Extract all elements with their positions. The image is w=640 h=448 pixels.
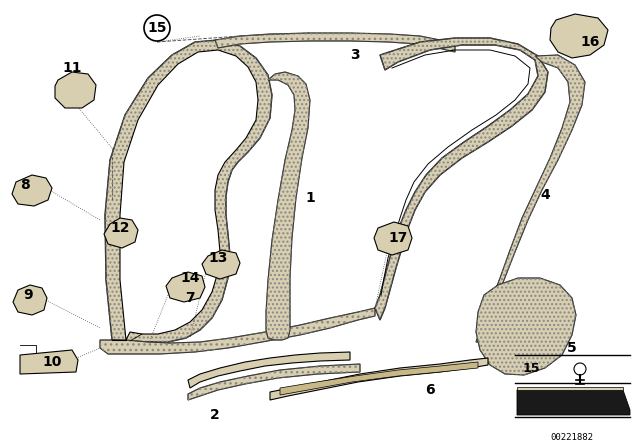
Text: 14: 14 — [180, 271, 200, 285]
Polygon shape — [476, 55, 585, 342]
Text: 12: 12 — [110, 221, 130, 235]
Polygon shape — [188, 364, 360, 400]
Polygon shape — [20, 350, 78, 374]
Text: 13: 13 — [208, 251, 228, 265]
Polygon shape — [476, 278, 576, 375]
Polygon shape — [280, 362, 478, 395]
Polygon shape — [13, 285, 47, 315]
Text: 16: 16 — [580, 35, 600, 49]
Text: 7: 7 — [185, 291, 195, 305]
Text: 1: 1 — [305, 191, 315, 205]
Text: 11: 11 — [62, 61, 82, 75]
Text: 5: 5 — [567, 341, 577, 355]
Text: 00221882: 00221882 — [550, 434, 593, 443]
Polygon shape — [270, 358, 488, 400]
Polygon shape — [517, 390, 630, 415]
Text: 9: 9 — [23, 288, 33, 302]
Polygon shape — [166, 272, 205, 302]
Text: 6: 6 — [425, 383, 435, 397]
Polygon shape — [100, 308, 375, 354]
Text: 10: 10 — [42, 355, 61, 369]
Polygon shape — [120, 50, 258, 340]
Polygon shape — [266, 72, 310, 340]
Text: 15: 15 — [523, 362, 541, 375]
Polygon shape — [55, 72, 96, 108]
Text: 2: 2 — [210, 408, 220, 422]
Polygon shape — [12, 175, 52, 206]
Polygon shape — [374, 222, 412, 255]
Polygon shape — [375, 38, 548, 320]
Text: 8: 8 — [20, 178, 30, 192]
Text: 15: 15 — [147, 21, 167, 35]
Polygon shape — [517, 387, 623, 390]
Text: 3: 3 — [350, 48, 360, 62]
Text: 4: 4 — [540, 188, 550, 202]
Text: 17: 17 — [388, 231, 408, 245]
Polygon shape — [188, 352, 350, 388]
Polygon shape — [215, 33, 455, 52]
Polygon shape — [202, 250, 240, 279]
Polygon shape — [105, 40, 272, 342]
Polygon shape — [550, 14, 608, 58]
Polygon shape — [104, 218, 138, 248]
